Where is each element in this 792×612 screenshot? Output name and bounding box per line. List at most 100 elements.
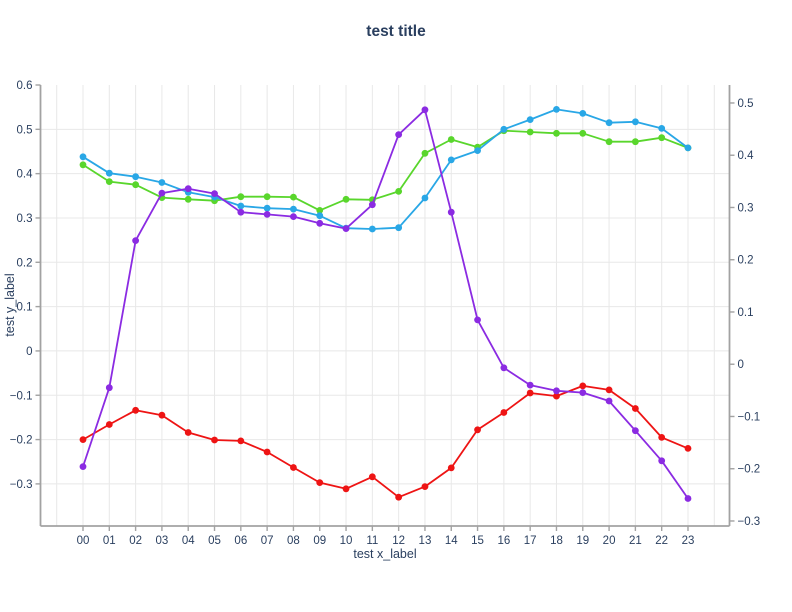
data-point-red-07 [263, 448, 271, 456]
data-point-red-16 [500, 409, 508, 416]
x-tick-label: 11 [366, 535, 378, 547]
data-point-purple-04 [184, 185, 192, 193]
data-point-red-10 [342, 485, 350, 493]
data-point-blue-21 [631, 118, 639, 126]
data-point-purple-20 [605, 397, 613, 405]
data-point-purple-03 [158, 189, 166, 197]
data-point-purple-00 [79, 463, 87, 470]
x-tick-label: 00 [77, 535, 90, 547]
data-point-blue-18 [553, 106, 560, 113]
data-point-green-08 [290, 193, 297, 201]
data-point-purple-22 [658, 457, 666, 465]
x-tick-label: 08 [287, 535, 300, 547]
data-point-green-22 [658, 134, 666, 142]
data-point-red-22 [658, 434, 666, 441]
x-tick-label: 19 [576, 535, 589, 547]
data-point-red-19 [579, 382, 587, 390]
data-point-blue-16 [500, 125, 508, 133]
data-point-green-10 [342, 195, 350, 203]
x-axis-title: test x_label [353, 547, 416, 561]
data-point-purple-19 [579, 389, 587, 396]
x-tick-label: 02 [129, 535, 142, 547]
data-point-blue-20 [605, 119, 613, 127]
x-tick-label: 17 [524, 535, 537, 547]
data-point-red-03 [158, 411, 166, 419]
data-point-red-23 [684, 445, 692, 452]
data-point-purple-18 [553, 387, 560, 395]
data-point-purple-13 [421, 106, 429, 114]
data-point-purple-02 [132, 237, 140, 245]
data-point-red-00 [79, 436, 87, 443]
left-tick-label: 0.4 [17, 169, 34, 181]
data-point-purple-07 [263, 211, 271, 218]
x-tick-label: 03 [156, 535, 169, 547]
left-tick-label: 0.1 [17, 302, 33, 314]
data-point-red-08 [290, 464, 297, 471]
data-point-purple-14 [447, 208, 455, 216]
right-tick-label: 0 [738, 359, 744, 371]
data-point-purple-21 [631, 427, 639, 435]
data-point-blue-17 [526, 116, 534, 123]
x-tick-label: 09 [313, 535, 326, 547]
right-tick-label: −0.2 [738, 464, 761, 476]
data-point-green-17 [526, 128, 534, 136]
data-point-red-14 [447, 464, 455, 472]
x-tick-label: 05 [208, 535, 221, 547]
data-point-blue-03 [158, 179, 166, 186]
series-line-red [82, 384, 689, 499]
data-point-red-15 [474, 426, 481, 434]
chart-title: test title [366, 23, 426, 40]
data-point-green-14 [447, 136, 455, 143]
left-tick-label: 0 [26, 346, 32, 358]
data-point-green-20 [605, 138, 613, 146]
grid-layer [40, 85, 730, 526]
x-tick-label: 20 [603, 535, 616, 547]
data-point-red-18 [553, 392, 560, 400]
data-point-red-21 [631, 405, 639, 412]
data-point-blue-00 [79, 153, 87, 161]
x-tick-label: 16 [497, 535, 510, 547]
data-point-red-13 [421, 483, 429, 490]
data-point-green-04 [184, 195, 192, 203]
data-point-blue-19 [579, 110, 587, 117]
data-point-blue-14 [447, 156, 455, 164]
axis-layer: 0.6 0.5 0.4 0.3 0.2 0.1 0 −0.1 −0.2 −0.3 0.5 0.4 0.3… [10, 80, 760, 547]
data-point-red-01 [105, 421, 113, 428]
x-tick-label: 06 [234, 535, 247, 547]
data-point-blue-08 [290, 205, 297, 213]
data-point-green-00 [79, 161, 87, 169]
data-point-purple-01 [105, 384, 113, 392]
data-point-purple-06 [237, 208, 245, 216]
x-tick-label: 23 [682, 535, 695, 547]
left-tick-label: 0.6 [17, 80, 33, 92]
data-point-blue-23 [684, 144, 692, 152]
right-tick-label: 0.1 [738, 307, 754, 319]
right-tick-label: 0.3 [738, 202, 754, 214]
data-point-blue-09 [316, 212, 324, 220]
data-point-blue-22 [658, 124, 666, 132]
right-tick-label: 0.5 [738, 98, 754, 110]
data-point-blue-11 [368, 225, 376, 233]
y-axis-title: test y_label [3, 273, 17, 336]
data-point-green-06 [237, 193, 245, 201]
data-point-purple-23 [684, 495, 692, 502]
left-tick-label: −0.1 [10, 390, 33, 402]
x-tick-label: 07 [261, 535, 274, 547]
series-line-purple [82, 108, 689, 500]
x-tick-label: 14 [445, 535, 458, 547]
data-point-red-12 [395, 493, 403, 501]
right-tick-label: −0.3 [738, 516, 761, 528]
data-point-green-02 [132, 181, 140, 189]
data-point-red-04 [184, 429, 192, 436]
data-point-purple-12 [395, 131, 403, 139]
left-tick-label: 0.2 [17, 257, 33, 269]
data-point-red-09 [316, 479, 324, 486]
data-point-blue-13 [421, 194, 429, 202]
data-point-green-01 [105, 178, 113, 186]
data-point-green-19 [579, 129, 587, 137]
data-point-purple-08 [290, 213, 297, 221]
data-point-blue-02 [132, 173, 140, 181]
data-point-green-13 [421, 149, 429, 157]
